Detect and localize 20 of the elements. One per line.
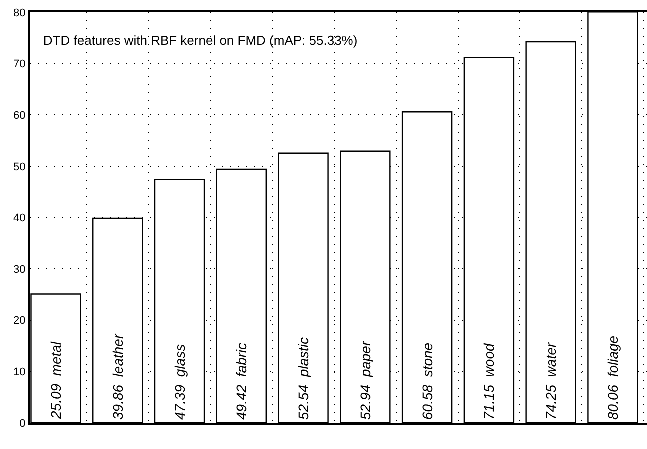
x-tick-label: 52.94 paper — [357, 340, 374, 420]
y-tick-label: 20 — [14, 315, 26, 328]
y-tick-label: 0 — [20, 418, 26, 430]
y-tick-label: 70 — [14, 58, 26, 71]
y-tick-label: 80 — [14, 7, 26, 20]
x-tick-label: 39.86 leather — [110, 333, 126, 420]
x-tick-label: 74.25 water — [543, 342, 560, 420]
x-tick-label: 47.39 glass — [172, 344, 188, 420]
y-tick-label: 60 — [14, 110, 26, 122]
y-tick-label: 10 — [14, 366, 26, 379]
y-tick-label: 30 — [14, 264, 26, 276]
text: DTD features with RBF kernel on FMD (mAP: 55.33%) — [43, 32, 358, 48]
x-tick-label: 49.42 fabric — [234, 342, 250, 420]
y-tick-label: 40 — [14, 212, 26, 225]
x-tick-label: 52.54 plastic — [296, 338, 312, 420]
x-tick-label: 71.15 wood — [481, 342, 498, 420]
x-tick-label: 60.58 stone — [419, 342, 436, 420]
y-tick-label: 50 — [14, 161, 26, 174]
x-tick-label: 25.09 metal — [48, 341, 64, 420]
x-tick-label: 80.06 foliage — [604, 336, 621, 420]
